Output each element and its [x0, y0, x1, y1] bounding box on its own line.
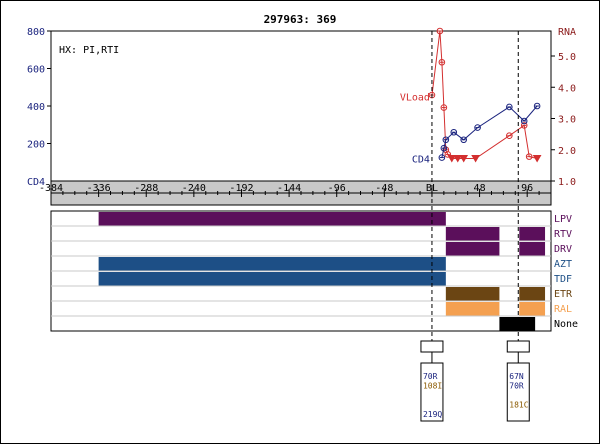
plot-frame: [50, 30, 552, 182]
data-point: [533, 102, 541, 110]
data-point: [444, 151, 452, 158]
mutation-label: 70R: [423, 372, 438, 381]
data-point: [438, 58, 446, 66]
mutation-label: 70R: [509, 382, 524, 391]
data-point: [440, 144, 448, 152]
series-label-vload: VLoad: [400, 93, 430, 104]
mutation-label: 181C: [509, 401, 528, 410]
x-tick-label: -48: [375, 183, 393, 194]
data-point: [442, 136, 450, 144]
regimen-label-none: None: [554, 319, 578, 330]
data-point: [525, 153, 533, 160]
data-point: [506, 132, 513, 139]
y-left-tick-label: 600: [27, 65, 45, 76]
mutation-header-box: [420, 340, 444, 353]
data-point: [460, 136, 467, 144]
mutation-header-box: [506, 340, 530, 353]
regimen-segment-lpv: [98, 212, 446, 226]
mutation-list-box: [506, 362, 530, 422]
x-tick-label: -288: [134, 183, 158, 194]
series-label-cd4: CD4: [412, 155, 430, 166]
y-right-tick-label: 2.0: [558, 146, 576, 157]
data-point: [438, 154, 446, 161]
data-point-below-limit: [532, 155, 542, 163]
regimen-label-rtv: RTV: [554, 229, 572, 240]
regimen-label-etr: ETR: [554, 289, 573, 300]
data-point-below-limit: [453, 155, 463, 163]
data-point: [474, 124, 481, 131]
regimen-segment-ral: [445, 302, 500, 316]
regimen-segment-tdf: [98, 272, 446, 286]
regimen-label-azt: AZT: [554, 259, 572, 270]
x-tick-label: -96: [328, 183, 346, 194]
chart-title: 297963: 369: [264, 13, 337, 26]
regimen-segment-etr: [445, 287, 500, 301]
history-annotation: HX: PI,RTI: [59, 45, 119, 56]
data-point-below-limit: [459, 155, 469, 163]
data-point-below-limit: [447, 155, 457, 163]
data-point: [436, 27, 444, 35]
y-right-tick-label: 4.0: [558, 83, 576, 94]
mutation-label: 219Q: [423, 410, 442, 419]
mutation-label: 108I: [423, 382, 442, 391]
regimen-segment-rtv: [445, 227, 500, 241]
regimen-segment-azt: [98, 257, 446, 271]
regimen-label-ral: RAL: [554, 304, 572, 315]
regimen-grid: LPV RTV DRV AZT TDF ETR RAL None: [50, 31, 578, 341]
data-point: [440, 104, 448, 111]
x-tick-label: 96: [521, 183, 533, 194]
y-left-tick-label: 200: [27, 140, 45, 151]
y-left-axis-label: CD4: [27, 177, 45, 188]
regimen-segment-ral: [519, 302, 546, 316]
data-point: [506, 103, 513, 111]
x-tick-label: -192: [229, 183, 253, 194]
y-right-tick-label: 1.0: [558, 177, 576, 188]
regimen-label-drv: DRV: [554, 244, 572, 255]
plot-area: -384 -336 -288 -240 -192 -144 -96 -48 BL 48 962004…: [27, 27, 576, 206]
x-tick-label: 48: [474, 183, 486, 194]
y-left-tick-label: 800: [27, 27, 45, 38]
regimen-label-tdf: TDF: [554, 274, 572, 285]
data-point: [450, 128, 458, 136]
x-tick-label: -240: [182, 183, 206, 194]
regimen-segment-drv: [519, 242, 546, 256]
mutation-list-box: [420, 362, 444, 422]
mutation-label: 67N: [509, 372, 524, 381]
regimen-segment-none: [499, 317, 536, 331]
y-right-tick-label: 5.0: [558, 52, 576, 63]
regimen-segment-etr: [519, 287, 546, 301]
x-tick-label: -384: [39, 183, 63, 194]
data-point: [520, 117, 528, 125]
regimen-segment-drv: [445, 242, 500, 256]
x-tick-label: -144: [277, 183, 301, 194]
x-tick-label: -336: [87, 183, 111, 194]
regimen-segment-rtv: [519, 227, 546, 241]
regimen-label-lpv: LPV: [554, 214, 572, 225]
y-right-tick-label: 3.0: [558, 115, 576, 126]
data-point-below-limit: [471, 155, 480, 163]
y-right-axis-label: RNA: [558, 27, 576, 38]
y-left-tick-label: 400: [27, 102, 45, 113]
data-point: [520, 122, 528, 129]
